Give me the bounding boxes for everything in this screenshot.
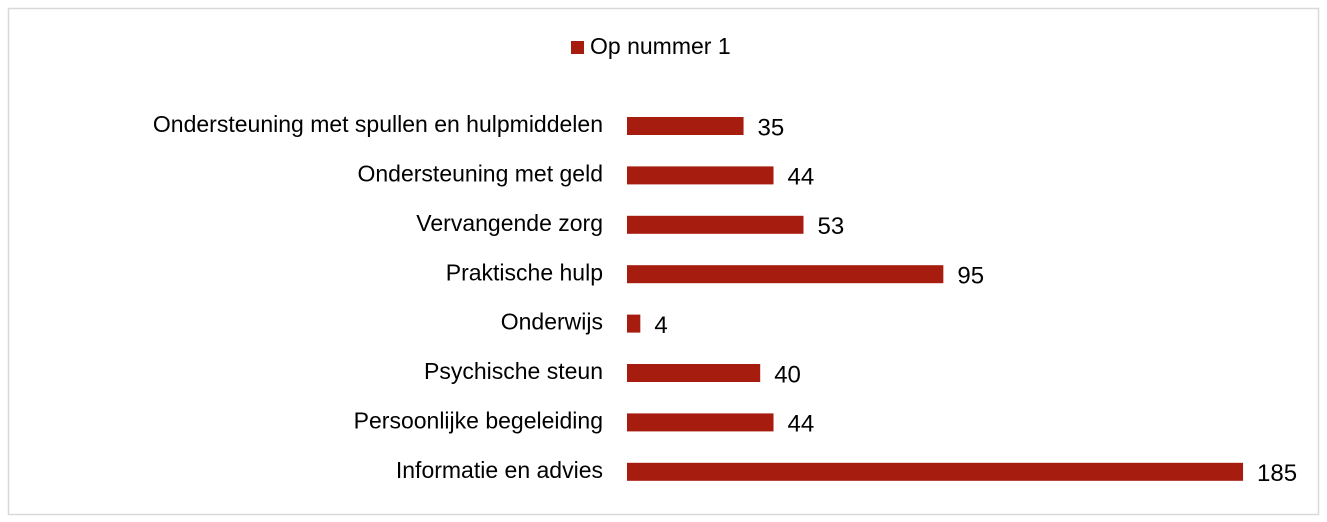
bar xyxy=(627,215,804,234)
chart-frame xyxy=(7,7,1320,516)
data-label: 4 xyxy=(654,312,667,339)
category-label: Ondersteuning met spullen en hulpmiddele… xyxy=(153,111,603,137)
data-label: 53 xyxy=(817,213,844,240)
legend-swatch xyxy=(571,41,584,54)
data-label: 44 xyxy=(788,164,815,191)
category-label: Praktische hulp xyxy=(446,259,603,285)
data-label: 185 xyxy=(1257,460,1297,487)
category-label: Psychische steun xyxy=(424,358,603,384)
bar xyxy=(627,117,744,135)
category-label: Vervangende zorg xyxy=(416,210,603,236)
category-label: Informatie en advies xyxy=(396,457,603,483)
data-label: 40 xyxy=(774,361,801,388)
data-label: 35 xyxy=(758,114,785,141)
bar xyxy=(627,413,774,432)
bar xyxy=(627,265,944,284)
bar xyxy=(627,314,641,333)
legend-label: Op nummer 1 xyxy=(590,33,731,59)
bar xyxy=(627,462,1244,481)
category-label: Ondersteuning met geld xyxy=(358,160,604,186)
bar xyxy=(627,166,774,185)
bar xyxy=(627,364,761,382)
category-label: Onderwijs xyxy=(501,309,603,335)
data-label: 95 xyxy=(957,263,984,290)
category-label: Persoonlijke begeleiding xyxy=(354,407,603,433)
data-label: 44 xyxy=(788,411,815,438)
